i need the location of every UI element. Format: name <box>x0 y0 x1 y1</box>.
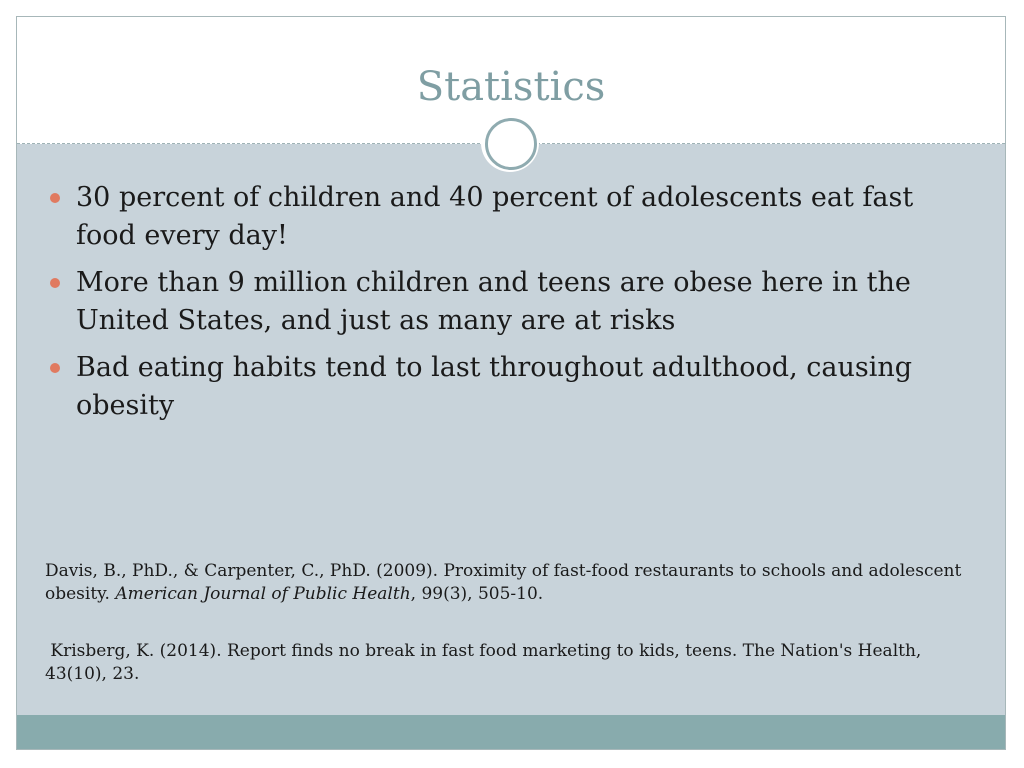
bullet-dot-icon <box>50 193 60 203</box>
bullet-text: More than 9 million children and teens a… <box>76 267 911 336</box>
footer-bar <box>17 715 1005 749</box>
bullet-list: 30 percent of children and 40 percent of… <box>47 179 977 434</box>
reference-journal: American Journal of Public Health <box>115 584 411 604</box>
bullet-text: Bad eating habits tend to last throughou… <box>76 352 913 421</box>
reference-davis: Davis, B., PhD., & Carpenter, C., PhD. (… <box>45 560 975 606</box>
reference-text: , 99(3), 505-10. <box>410 584 544 604</box>
slide: Statistics 30 percent of children and 40… <box>16 16 1006 750</box>
reference-krisberg: Krisberg, K. (2014). Report finds no bre… <box>45 640 975 686</box>
slide-title: Statistics <box>416 64 606 110</box>
circle-ring-icon <box>485 118 537 170</box>
bullet-item: More than 9 million children and teens a… <box>47 264 977 340</box>
reference-text: Davis, B., PhD., & Carpenter, C., PhD. (… <box>45 561 962 604</box>
bullet-item: Bad eating habits tend to last throughou… <box>47 349 977 425</box>
bullet-item: 30 percent of children and 40 percent of… <box>47 179 977 255</box>
bullet-dot-icon <box>50 363 60 373</box>
references: Davis, B., PhD., & Carpenter, C., PhD. (… <box>45 560 975 720</box>
bullet-text: 30 percent of children and 40 percent of… <box>76 182 914 251</box>
reference-text: Krisberg, K. (2014). Report finds no bre… <box>45 641 927 684</box>
bullet-dot-icon <box>50 278 60 288</box>
